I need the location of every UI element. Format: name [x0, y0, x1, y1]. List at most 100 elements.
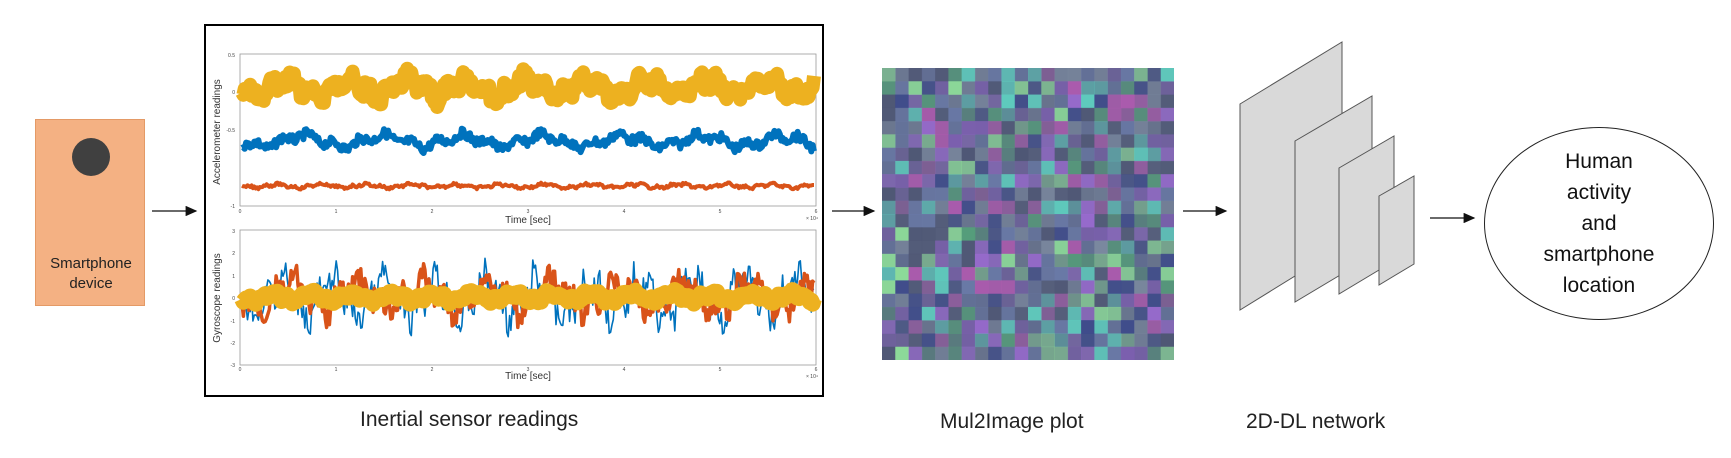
- mul2image-cell: [1160, 94, 1174, 109]
- mul2image-cell: [1120, 306, 1135, 321]
- mul2image-cell: [1001, 174, 1016, 188]
- mul2image-cell: [1147, 134, 1162, 149]
- mul2image-cell: [988, 121, 1002, 135]
- mul2image-cell: [1028, 81, 1042, 95]
- mul2image-cell: [974, 160, 989, 175]
- mul2image-cell: [1028, 227, 1042, 241]
- mul2image-cell: [1067, 240, 1082, 255]
- mul2image-cell: [1120, 214, 1135, 228]
- mul2image-cell: [1094, 227, 1109, 241]
- mul2image-cell: [935, 94, 949, 109]
- mul2image-cell: [948, 267, 963, 281]
- gyro-series: [234, 257, 822, 338]
- mul2image-cell: [974, 68, 989, 82]
- mul2image-cell: [935, 253, 949, 268]
- mul2image-cell: [908, 94, 923, 109]
- mul2image-cell: [1014, 227, 1029, 241]
- mul2image-cell: [961, 94, 976, 109]
- mul2image-cell: [1041, 346, 1055, 360]
- mul2image-cell: [1014, 68, 1029, 82]
- mul2image-cell: [1081, 187, 1095, 202]
- mul2image-cell: [935, 240, 949, 255]
- accel-ytick-2: -0.5: [226, 128, 235, 134]
- mul2image-cell: [1067, 68, 1082, 82]
- mul2image-cell: [948, 306, 963, 321]
- mul2image-cell: [1094, 68, 1109, 82]
- mul2image-cell: [1028, 121, 1042, 135]
- mul2image-cell: [895, 293, 909, 308]
- mul2image-caption: Mul2Image plot: [940, 410, 1084, 433]
- mul2image-cell: [974, 121, 989, 135]
- mul2image-cell: [1041, 240, 1055, 255]
- mul2image-cell: [1107, 320, 1122, 334]
- mul2image-cell: [882, 107, 896, 122]
- mul2image-cell: [1041, 293, 1055, 308]
- mul2image-cell: [988, 267, 1002, 281]
- mul2image-cell: [974, 320, 989, 334]
- mul2image-cell: [895, 280, 909, 295]
- mul2image-cell: [1014, 306, 1029, 321]
- mul2image-cell: [935, 280, 949, 295]
- mul2image-cell: [948, 280, 963, 295]
- mul2image-cell: [1041, 200, 1055, 215]
- mul2image-cell: [1054, 293, 1069, 308]
- mul2image-cell: [908, 214, 923, 228]
- mul2image-cell: [882, 68, 896, 82]
- mul2image-cell: [948, 134, 963, 149]
- gyroscope-plot: Gyroscope readings Time [sec] 3 2 1 0 -1…: [212, 229, 822, 382]
- mul2image-cell: [974, 134, 989, 149]
- mul2image-cell: [974, 306, 989, 321]
- mul2image-plot: [882, 68, 1174, 360]
- mul2image-cell: [935, 187, 949, 202]
- mul2image-cell: [1160, 306, 1174, 321]
- mul2image-cell: [1014, 214, 1029, 228]
- mul2image-cell: [908, 280, 923, 295]
- accel-series: [235, 61, 821, 192]
- mul2image-cell: [921, 160, 936, 175]
- mul2image-cell: [921, 134, 936, 149]
- mul2image-cell: [895, 94, 909, 109]
- mul2image-cell: [882, 306, 896, 321]
- mul2image-cell: [882, 293, 896, 308]
- mul2image-cell: [1094, 160, 1109, 175]
- mul2image-cell: [1001, 134, 1016, 149]
- mul2image-cell: [935, 81, 949, 95]
- mul2image-cell: [935, 267, 949, 281]
- dl-network: [1239, 41, 1415, 311]
- mul2image-cell: [1134, 94, 1148, 109]
- mul2image-cell: [1094, 94, 1109, 109]
- mul2image-cell: [1107, 253, 1122, 268]
- mul2image-cell: [935, 68, 949, 82]
- mul2image-cell: [1147, 200, 1162, 215]
- mul2image-cell: [921, 187, 936, 202]
- mul2image-cell: [895, 253, 909, 268]
- mul2image-cell: [882, 333, 896, 348]
- mul2image-cell: [921, 293, 936, 308]
- mul2image-cell: [882, 280, 896, 295]
- mul2image-cell: [1107, 346, 1122, 360]
- mul2image-cell: [935, 147, 949, 162]
- mul2image-cell: [1001, 320, 1016, 334]
- mul2image-cell: [1094, 293, 1109, 308]
- mul2image-cell: [1120, 200, 1135, 215]
- mul2image-cell: [895, 187, 909, 202]
- mul2image-cell: [961, 293, 976, 308]
- mul2image-cell: [1160, 214, 1174, 228]
- mul2image-cell: [974, 240, 989, 255]
- mul2image-cell: [1041, 174, 1055, 188]
- mul2image-cell: [882, 240, 896, 255]
- dl-caption: 2D-DL network: [1246, 410, 1386, 433]
- mul2image-cell: [1160, 147, 1174, 162]
- mul2image-cell: [1028, 214, 1042, 228]
- mul2image-cell: [1041, 81, 1055, 95]
- mul2image-cell: [1054, 121, 1069, 135]
- mul2image-cell: [1001, 333, 1016, 348]
- mul2image-cell: [1028, 134, 1042, 149]
- mul2image-cell: [935, 174, 949, 188]
- mul2image-cell: [1147, 227, 1162, 241]
- mul2image-cell: [1041, 227, 1055, 241]
- mul2image-cell: [882, 187, 896, 202]
- mul2image-cell: [1001, 227, 1016, 241]
- mul2image-cell: [1067, 200, 1082, 215]
- accel-series-orange: [241, 180, 815, 192]
